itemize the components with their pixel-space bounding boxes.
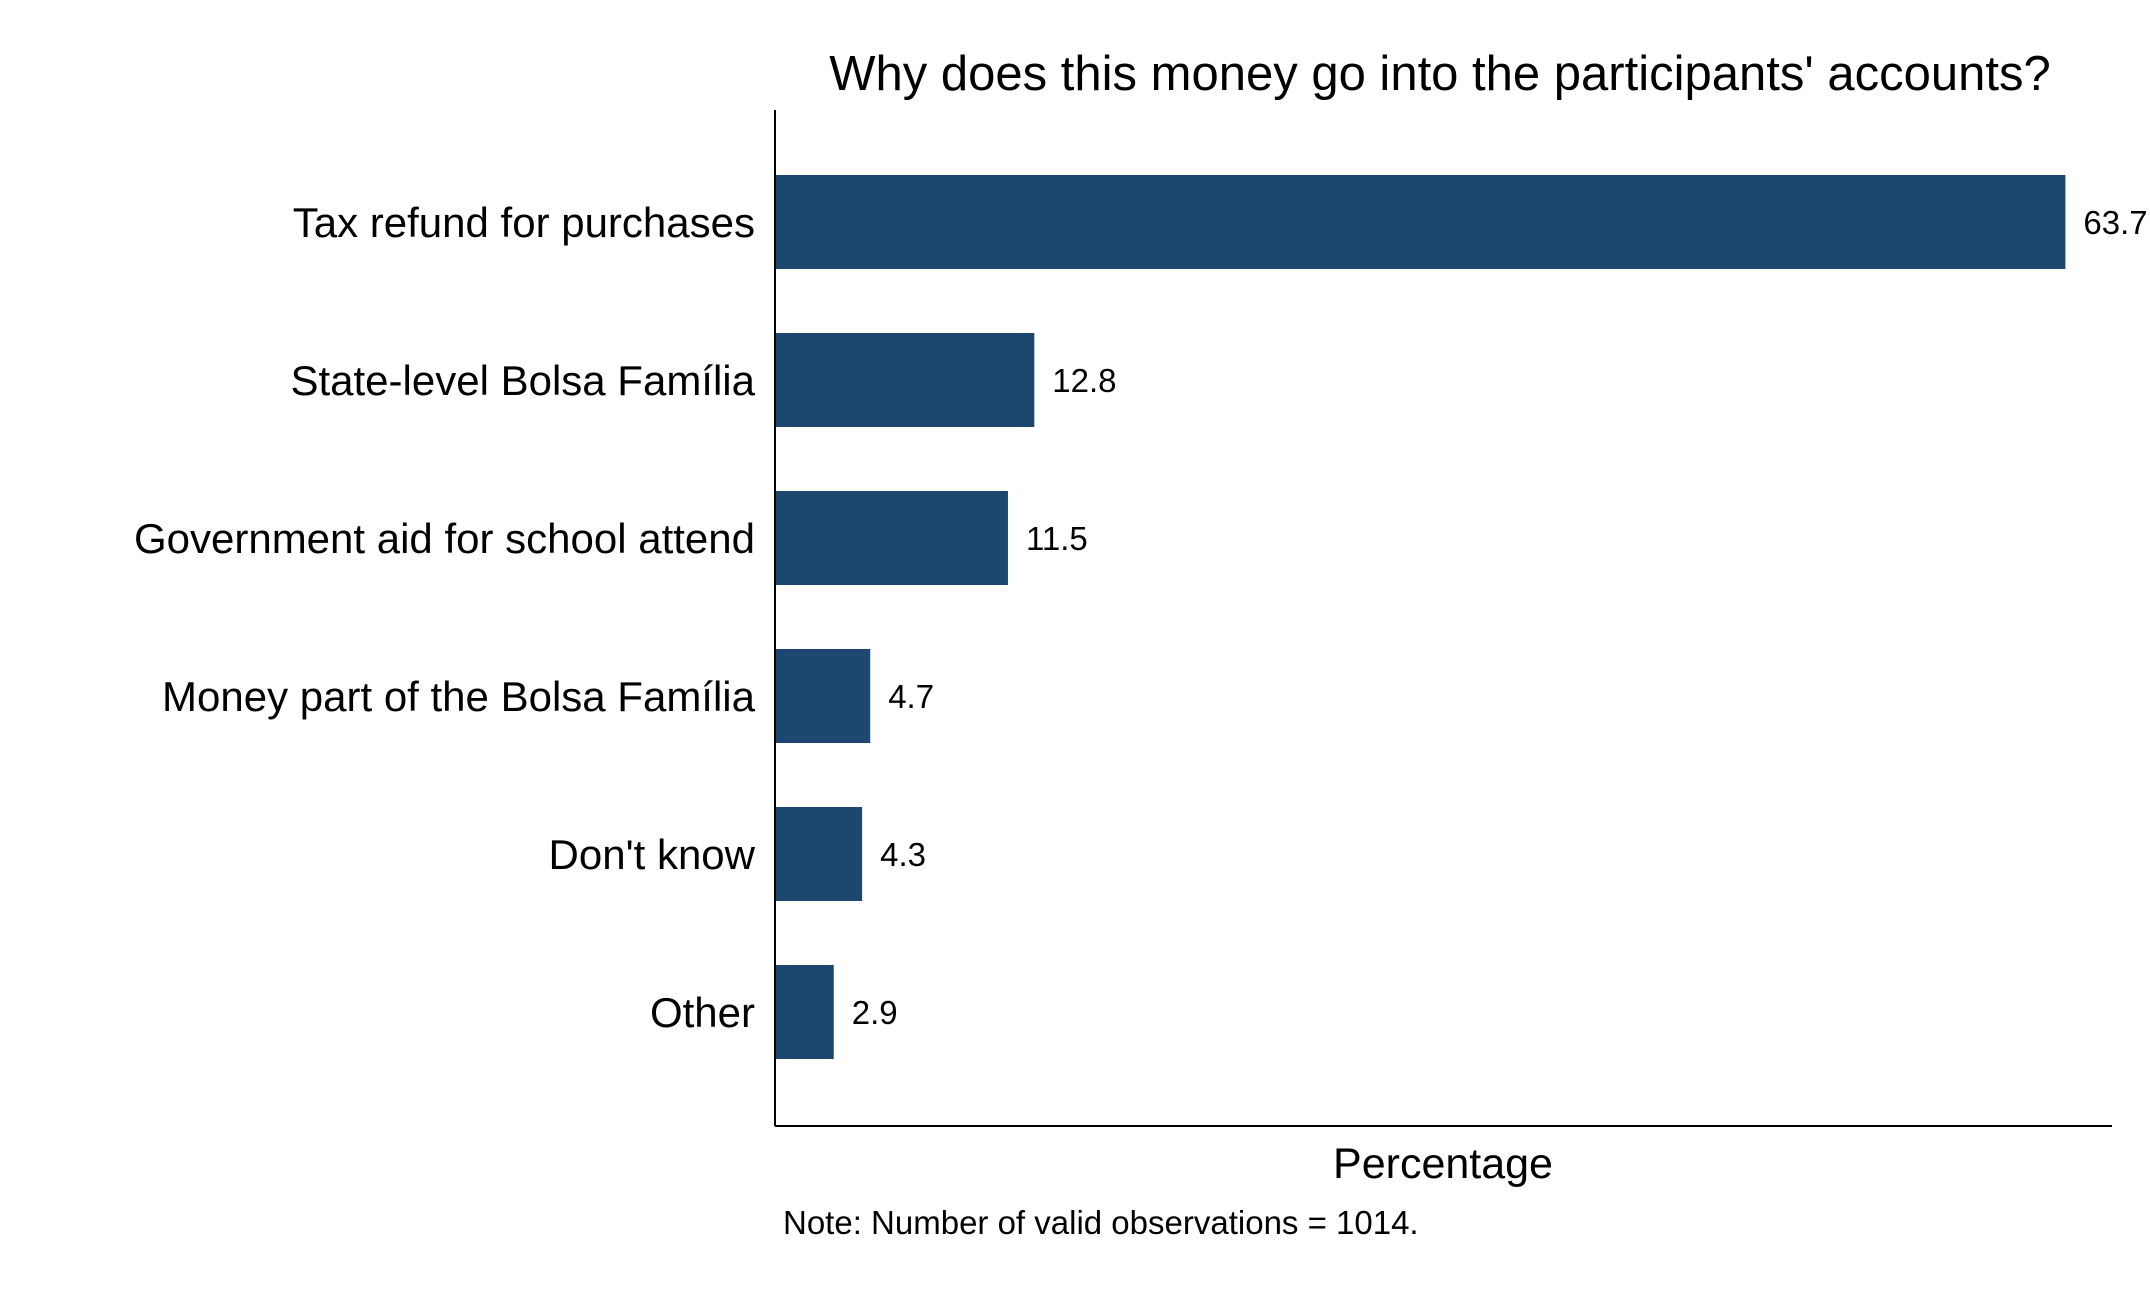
bar xyxy=(775,965,834,1059)
category-label: Tax refund for purchases xyxy=(293,199,755,246)
category-label: Money part of the Bolsa Família xyxy=(162,673,756,720)
category-label: Other xyxy=(650,989,755,1036)
bars-layer: Tax refund for purchases 63.7 State-level … xyxy=(134,175,2148,1059)
category-label: State-level Bolsa Família xyxy=(290,357,755,404)
data-label: 12.8 xyxy=(1052,362,1116,399)
bar xyxy=(775,807,863,901)
bar xyxy=(775,175,2066,269)
bar xyxy=(775,649,871,743)
data-label: 4.3 xyxy=(880,836,926,873)
category-label: Don't know xyxy=(549,831,756,878)
chart-note: Note: Number of valid observations = 101… xyxy=(783,1204,1419,1241)
data-label: 2.9 xyxy=(852,994,898,1031)
bar xyxy=(775,491,1008,585)
chart-title: Why does this money go into the particip… xyxy=(829,47,2050,101)
bar xyxy=(775,333,1035,427)
data-label: 4.7 xyxy=(888,678,934,715)
category-label: Government aid for school attend xyxy=(134,515,755,562)
data-label: 63.7 xyxy=(2083,204,2147,241)
x-axis-label: Percentage xyxy=(1333,1140,1553,1188)
data-label: 11.5 xyxy=(1026,520,1088,557)
